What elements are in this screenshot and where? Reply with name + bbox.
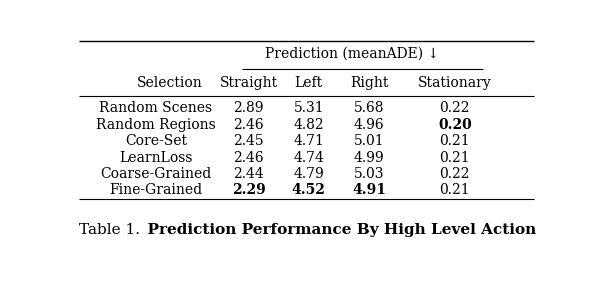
Text: Coarse-Grained: Coarse-Grained (100, 167, 212, 181)
Text: 5.03: 5.03 (354, 167, 385, 181)
Text: 5.31: 5.31 (294, 101, 324, 115)
Text: 4.91: 4.91 (352, 183, 386, 197)
Text: 5.68: 5.68 (354, 101, 385, 115)
Text: 4.52: 4.52 (292, 183, 326, 197)
Text: 4.74: 4.74 (294, 151, 324, 165)
Text: 0.21: 0.21 (440, 134, 470, 148)
Text: Random Regions: Random Regions (96, 118, 216, 132)
Text: 2.89: 2.89 (233, 101, 264, 115)
Text: 4.99: 4.99 (354, 151, 385, 165)
Text: Stationary: Stationary (418, 76, 492, 90)
Text: 0.22: 0.22 (440, 167, 470, 181)
Text: Table 1.: Table 1. (80, 223, 141, 237)
Text: 4.79: 4.79 (294, 167, 324, 181)
Text: Prediction Performance By High Level Action: Prediction Performance By High Level Act… (138, 223, 536, 237)
Text: Random Scenes: Random Scenes (99, 101, 212, 115)
Text: Prediction (meanADE) ↓: Prediction (meanADE) ↓ (264, 47, 439, 61)
Text: 0.20: 0.20 (438, 118, 472, 132)
Text: Fine-Grained: Fine-Grained (109, 183, 202, 197)
Text: 2.44: 2.44 (233, 167, 264, 181)
Text: Selection: Selection (138, 76, 203, 90)
Text: 4.82: 4.82 (294, 118, 324, 132)
Text: 5.01: 5.01 (354, 134, 385, 148)
Text: 0.21: 0.21 (440, 183, 470, 197)
Text: 2.29: 2.29 (231, 183, 266, 197)
Text: 4.71: 4.71 (294, 134, 324, 148)
Text: Core-Set: Core-Set (125, 134, 187, 148)
Text: Straight: Straight (219, 76, 277, 90)
Text: LearnLoss: LearnLoss (119, 151, 193, 165)
Text: 2.46: 2.46 (233, 118, 264, 132)
Text: 0.22: 0.22 (440, 101, 470, 115)
Text: 4.96: 4.96 (354, 118, 385, 132)
Text: Right: Right (350, 76, 388, 90)
Text: Left: Left (295, 76, 323, 90)
Text: 2.45: 2.45 (233, 134, 264, 148)
Text: 2.46: 2.46 (233, 151, 264, 165)
Text: 0.21: 0.21 (440, 151, 470, 165)
